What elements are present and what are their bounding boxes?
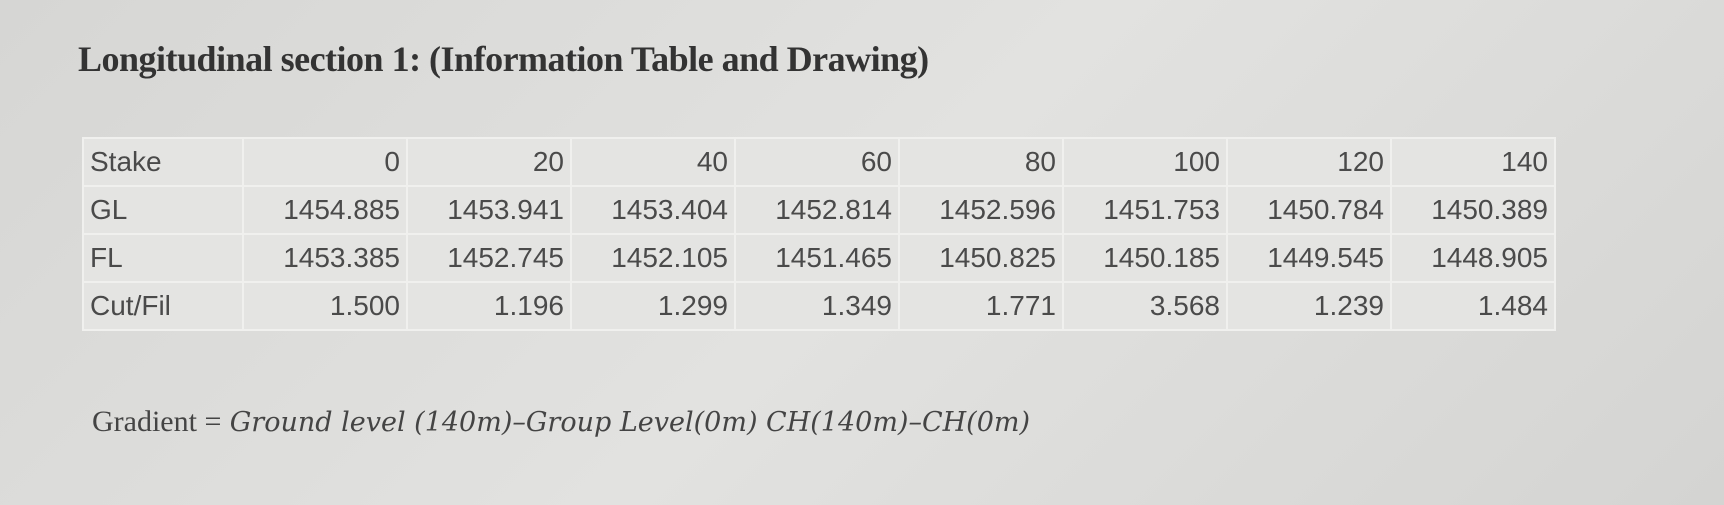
info-table: Stake 0 20 40 60 80 100 120 140 GL 1454.885 1453.94… [82, 137, 1556, 331]
table-cell: 1454.885 [242, 185, 408, 235]
formula-label: Gradient = [92, 405, 222, 438]
table-cell: 1450.825 [898, 233, 1064, 283]
table-cell: 1451.465 [734, 233, 900, 283]
formula: Gradient = Ground level (140m)–Group Lev… [92, 405, 1030, 439]
table-cell: 1449.545 [1226, 233, 1392, 283]
table-row: Stake 0 20 40 60 80 100 120 140 [82, 137, 1556, 187]
row-header: FL [82, 233, 244, 283]
table-cell: 1453.404 [570, 185, 736, 235]
table-row: FL 1453.385 1452.745 1452.105 1451.465 1450.8… [82, 233, 1556, 283]
table-cell: 1.239 [1226, 281, 1392, 331]
table-cell: 1451.753 [1062, 185, 1228, 235]
title: Longitudinal section 1: (Information Tab… [78, 39, 929, 79]
table-cell: 0 [242, 137, 408, 187]
table-cell: 3.568 [1062, 281, 1228, 331]
row-header: Stake [82, 137, 244, 187]
table-cell: 1.299 [570, 281, 736, 331]
table-cell: 100 [1062, 137, 1228, 187]
table-cell: 20 [406, 137, 572, 187]
table-cell: 60 [734, 137, 900, 187]
table-cell: 1452.814 [734, 185, 900, 235]
table-cell: 1452.745 [406, 233, 572, 283]
table-cell: 1.349 [734, 281, 900, 331]
table-cell: 1453.385 [242, 233, 408, 283]
table-cell: 1450.185 [1062, 233, 1228, 283]
table-cell: 1.500 [242, 281, 408, 331]
table-row: Cut/Fil 1.500 1.196 1.299 1.349 1.771 3.568 1.2… [82, 281, 1556, 331]
table-cell: 120 [1226, 137, 1392, 187]
row-header: GL [82, 185, 244, 235]
table-row: GL 1454.885 1453.941 1453.404 1452.814 1452.5… [82, 185, 1556, 235]
table-cell: 1453.941 [406, 185, 572, 235]
table-cell: 1.771 [898, 281, 1064, 331]
table-cell: 1452.596 [898, 185, 1064, 235]
table-cell: 1452.105 [570, 233, 736, 283]
table-cell: 1450.784 [1226, 185, 1392, 235]
table-cell: 1.484 [1390, 281, 1556, 331]
table-cell: 80 [898, 137, 1064, 187]
table-cell: 140 [1390, 137, 1556, 187]
table-cell: 40 [570, 137, 736, 187]
table-cell: 1450.389 [1390, 185, 1556, 235]
formula-expression: Ground level (140m)–Group Level(0m) CH(1… [229, 407, 1031, 438]
table-cell: 1448.905 [1390, 233, 1556, 283]
table-cell: 1.196 [406, 281, 572, 331]
row-header: Cut/Fil [82, 281, 244, 331]
